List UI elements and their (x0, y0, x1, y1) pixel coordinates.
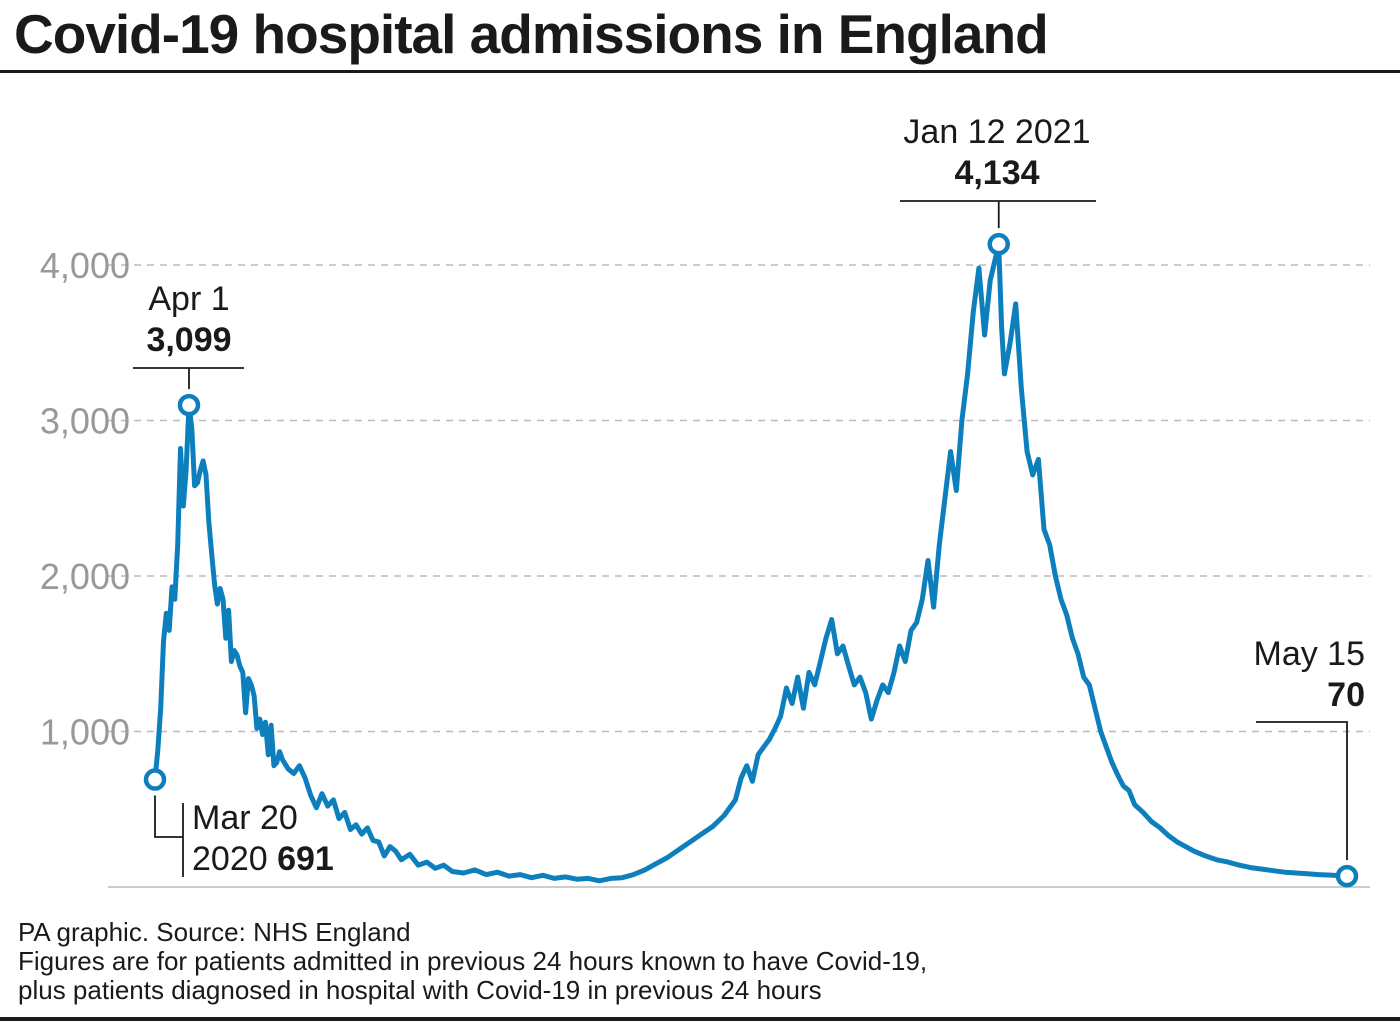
y-tick-label: 3,000 (40, 401, 130, 442)
leader-line-jan-12 (900, 200, 1096, 229)
page-title: Covid-19 hospital admissions in England (14, 3, 1049, 65)
annotation-date: Jan 12 2021 (903, 113, 1090, 151)
annotation-date: Mar 20 (192, 799, 298, 837)
annotation-value: 3,099 (146, 321, 231, 359)
annotation-value: 70 (1327, 676, 1365, 714)
data-point-marker (1335, 864, 1359, 888)
annotation-value: 4,134 (954, 154, 1039, 192)
series-line (152, 241, 1348, 884)
gridlines (108, 264, 1370, 733)
y-tick-label: 1,000 (40, 712, 130, 753)
source-note: PA graphic. Source: NHS England (18, 917, 411, 947)
leader-line-may-15 (1256, 721, 1348, 861)
leader-line-apr-1 (133, 367, 244, 390)
bottom-divider (0, 1017, 1400, 1021)
annotation-date: May 15 (1254, 635, 1366, 673)
y-tick-label: 4,000 (40, 245, 130, 286)
title-divider (0, 70, 1400, 73)
annotation-year: 2020 (192, 840, 277, 878)
data-point-marker (177, 393, 201, 417)
data-point-marker (987, 232, 1010, 256)
methodology-note-1: Figures are for patients admitted in pre… (18, 946, 928, 976)
footer: PA graphic. Source: NHS England Figures … (18, 918, 927, 1005)
methodology-note-2: plus patients diagnosed in hospital with… (18, 975, 822, 1005)
annotation-value: 691 (277, 840, 334, 878)
y-axis-ticks: 1,000 2,000 3,000 4,000 (40, 245, 130, 753)
annotation-date-year: 2020 691 (192, 840, 334, 878)
y-tick-label: 2,000 (40, 556, 130, 597)
leader-line-mar-20 (154, 795, 184, 877)
annotation-date: Apr 1 (148, 280, 229, 318)
data-point-marker (143, 768, 167, 791)
